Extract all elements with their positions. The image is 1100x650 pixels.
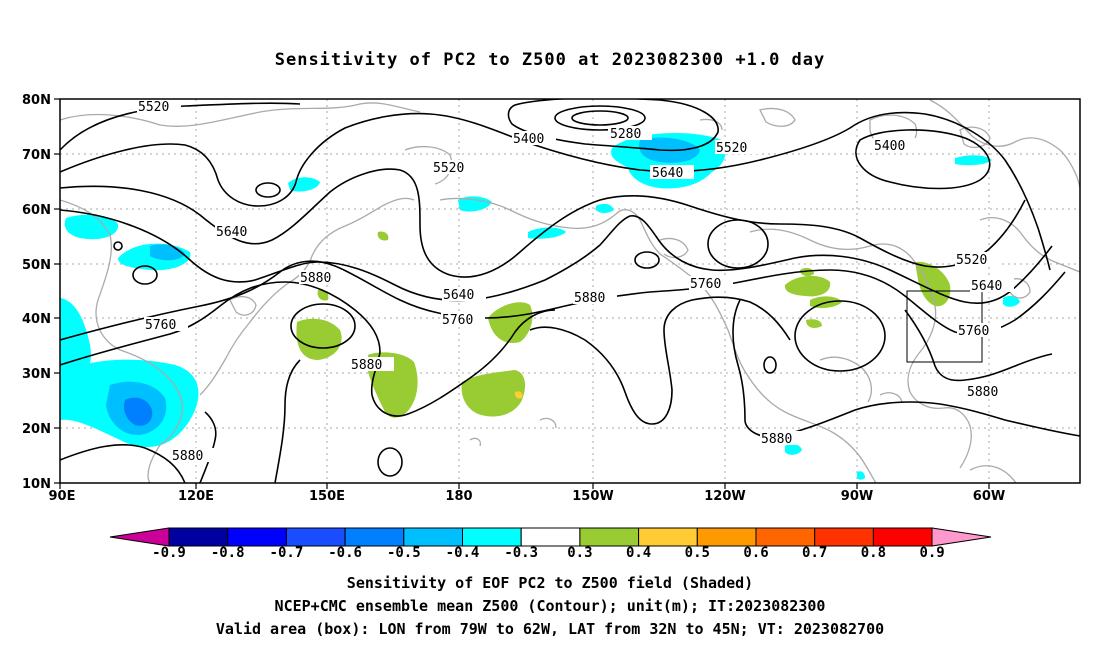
contour-label: 5520 (716, 141, 747, 156)
colorbar-cell (227, 527, 287, 547)
colorbar-cell (520, 527, 581, 547)
contour-label: 5640 (652, 166, 683, 181)
colorbar-cell (696, 527, 757, 547)
colorbar-cell (579, 527, 640, 547)
contour-label: 5640 (971, 279, 1002, 294)
colorbar-label: 0.3 (567, 545, 592, 561)
colorbar-label: -0.7 (270, 545, 304, 561)
contour-label: 5880 (351, 358, 382, 373)
colorbar-cells (168, 527, 933, 547)
colorbar-cell (285, 527, 346, 547)
contour-label: 5640 (443, 288, 474, 303)
colorbar: -0.9 -0.8 -0.7 -0.6 -0.5 -0.4 -0.3 0.3 0.4 0.5 0.6… (109, 527, 992, 561)
contour-labels: 5520 5400 5280 5520 5400 5520 5640 5640 … (137, 99, 1014, 464)
lat-label: 60N (22, 203, 51, 218)
lat-label: 30N (22, 367, 51, 382)
lon-label: 60W (973, 489, 1005, 504)
contour-label: 5400 (874, 139, 905, 154)
colorbar-cell (814, 527, 874, 547)
lon-label: 90E (49, 489, 76, 504)
colorbar-label: 0.6 (743, 545, 768, 561)
lat-label: 50N (22, 258, 51, 273)
colorbar-cell (872, 527, 933, 547)
contour-label: 5880 (574, 291, 605, 306)
map-title: Sensitivity of PC2 to Z500 at 2023082300… (274, 50, 826, 70)
colorbar-label: 0.8 (861, 545, 886, 561)
lon-label: 120E (178, 489, 214, 504)
lon-label: 180 (445, 489, 472, 504)
contour-label: 5280 (610, 127, 641, 142)
colorbar-left-arrow (109, 527, 170, 547)
colorbar-right-arrow (931, 527, 992, 547)
colorbar-cell (344, 527, 405, 547)
colorbar-labels: -0.9 -0.8 -0.7 -0.6 -0.5 -0.4 -0.3 0.3 0.4 0.5 0.6… (152, 545, 945, 561)
tick-marks (54, 98, 990, 489)
lon-label: 150W (572, 489, 613, 504)
lat-label: 20N (22, 422, 51, 437)
colorbar-cell (462, 527, 522, 547)
colorbar-cell (168, 527, 229, 547)
colorbar-label: 0.4 (626, 545, 651, 561)
colorbar-label: -0.8 (211, 545, 245, 561)
caption-shading: Sensitivity of EOF PC2 to Z500 field (Sh… (346, 574, 754, 592)
lat-label: 70N (22, 148, 51, 163)
colorbar-label: 0.9 (919, 545, 944, 561)
map-frame (59, 98, 1081, 484)
contour-label: 5880 (967, 385, 998, 400)
colorbar-label: -0.3 (504, 545, 538, 561)
contour-label: 5520 (956, 253, 987, 268)
longitude-labels: 90E 120E 150E 180 150W 120W 90W 60W (49, 489, 1006, 504)
colorbar-label: -0.5 (387, 545, 421, 561)
contour-label: 5400 (513, 132, 544, 147)
lat-label: 80N (22, 93, 51, 108)
contour-label: 5640 (216, 225, 247, 240)
contour-label: 5760 (442, 313, 473, 328)
lon-label: 90W (841, 489, 873, 504)
contour-label: 5760 (690, 277, 721, 292)
latitude-labels: 80N 70N 60N 50N 40N 30N 20N 10N (22, 93, 51, 492)
caption-valid-area: Valid area (box): LON from 79W to 62W, L… (215, 620, 885, 638)
colorbar-label: -0.4 (446, 545, 480, 561)
contour-label: 5760 (958, 324, 989, 339)
lon-label: 150E (309, 489, 345, 504)
colorbar-label: 0.5 (685, 545, 710, 561)
colorbar-label: -0.9 (152, 545, 186, 561)
caption-contour: NCEP+CMC ensemble mean Z500 (Contour); u… (274, 597, 826, 615)
colorbar-label: 0.7 (802, 545, 827, 561)
negative-sensitivity-shading (60, 133, 1020, 480)
lat-label: 10N (22, 477, 51, 492)
contour-label: 5520 (433, 161, 464, 176)
contour-label: 5880 (761, 432, 792, 447)
colorbar-cell (755, 527, 816, 547)
contour-label: 5880 (172, 449, 203, 464)
lat-label: 40N (22, 312, 51, 327)
colorbar-cell (638, 527, 698, 547)
contour-label: 5520 (138, 100, 169, 115)
contour-label: 5880 (300, 271, 331, 286)
contour-label: 5760 (145, 318, 176, 333)
colorbar-label: -0.6 (328, 545, 362, 561)
colorbar-cell (403, 527, 463, 547)
lon-label: 120W (704, 489, 745, 504)
z500-contours (60, 99, 1080, 483)
